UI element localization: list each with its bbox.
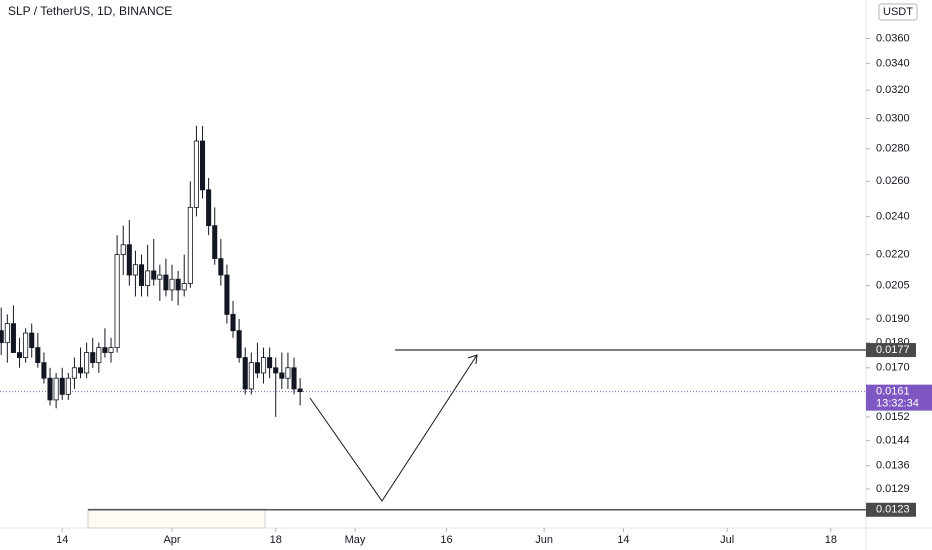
candle-body <box>4 323 10 344</box>
y-tick-label: 0.0240 <box>876 210 910 222</box>
candle-body <box>175 278 181 291</box>
candle-body <box>181 283 187 291</box>
candle-body <box>212 225 218 260</box>
x-tick-label: 16 <box>440 534 452 546</box>
candle-body <box>260 357 267 374</box>
candle-body <box>132 264 138 276</box>
candle-body <box>151 270 157 280</box>
candle-body <box>157 274 163 280</box>
candle-body <box>16 352 23 358</box>
candle-body <box>23 332 29 358</box>
candle-body <box>279 372 285 379</box>
y-tick-label: 0.0152 <box>876 411 910 423</box>
x-tick-label: Jul <box>720 534 734 546</box>
candle-body <box>90 352 96 364</box>
last-price-tag <box>866 384 932 411</box>
y-tick-label: 0.0136 <box>876 460 910 472</box>
x-tick-label: 14 <box>56 534 68 546</box>
candle-body <box>218 258 224 276</box>
y-tick-label: 0.0190 <box>876 313 910 325</box>
y-tick-label: 0.0260 <box>876 175 910 187</box>
candle-body <box>59 377 65 395</box>
candle-body <box>47 377 53 401</box>
y-tick-label: 0.0280 <box>876 143 910 155</box>
currency-label[interactable]: USDT <box>883 6 913 18</box>
candle-body <box>41 362 47 379</box>
x-tick-label: 18 <box>270 534 282 546</box>
candle-body <box>248 362 254 390</box>
candle-body <box>35 347 41 364</box>
candle-body <box>193 140 199 208</box>
level-label: 0.0123 <box>876 504 910 516</box>
candle-body <box>187 206 193 284</box>
range-box <box>87 508 266 529</box>
candle-body <box>10 323 16 353</box>
y-tick-label: 0.0205 <box>876 280 910 292</box>
candle-body <box>77 367 84 374</box>
candle-body <box>84 352 90 374</box>
candle-body <box>126 244 132 276</box>
candle-body <box>108 347 114 353</box>
candle-body <box>163 274 169 291</box>
candle-body <box>273 367 279 374</box>
candle-body <box>236 330 242 358</box>
candle-body <box>29 332 35 348</box>
y-tick-label: 0.0129 <box>876 483 910 495</box>
candle-body <box>138 264 145 287</box>
candle-body <box>285 367 291 379</box>
candle-body <box>102 347 108 353</box>
candle-body <box>230 313 236 332</box>
y-tick-label: 0.0340 <box>876 57 910 69</box>
candle-body <box>297 388 303 393</box>
y-tick-label: 0.0320 <box>876 84 910 96</box>
y-tick-label: 0.0220 <box>876 249 910 261</box>
candle-body <box>242 357 248 390</box>
y-tick-label: 0.0144 <box>876 435 910 447</box>
candle-body <box>291 367 297 390</box>
candle-body <box>120 244 126 256</box>
projection-path <box>309 354 478 502</box>
x-tick-label: 14 <box>617 534 629 546</box>
y-tick-label: 0.0300 <box>876 112 910 124</box>
chart-title: SLP / TetherUS, 1D, BINANCE <box>8 4 172 18</box>
candle-body <box>71 367 77 379</box>
arrow-head <box>467 354 478 365</box>
candle-body <box>0 330 4 344</box>
candle-body <box>145 270 151 287</box>
countdown-label: 13:32:34 <box>876 398 919 410</box>
candle-body <box>96 347 102 364</box>
last-price-label: 0.0161 <box>876 386 910 398</box>
candle-body <box>224 274 230 315</box>
x-tick-label: 18 <box>825 534 837 546</box>
candle-body <box>114 254 120 348</box>
x-tick-label: Apr <box>163 534 180 546</box>
candle-body <box>267 357 273 369</box>
level-label: 0.0177 <box>876 344 910 356</box>
x-tick-label: Jun <box>535 534 553 546</box>
x-tick-label: May <box>345 534 366 546</box>
candle-body <box>206 189 212 227</box>
candle-body <box>65 377 71 395</box>
currency-box[interactable] <box>878 3 918 21</box>
level-tag <box>866 502 916 517</box>
candle-body <box>53 377 59 401</box>
y-tick-label: 0.0360 <box>876 32 910 44</box>
candle-body <box>169 278 175 291</box>
y-tick-label: 0.0170 <box>876 362 910 374</box>
level-tag <box>866 343 916 358</box>
candle-body <box>199 140 206 191</box>
candle-body <box>254 362 260 374</box>
